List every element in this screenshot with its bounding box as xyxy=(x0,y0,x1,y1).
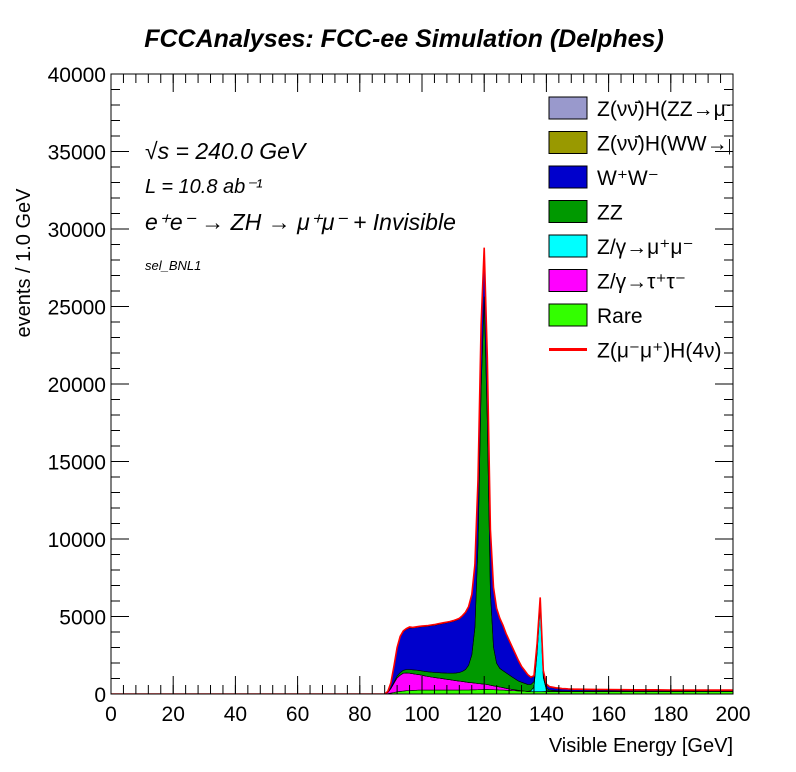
x-tick-label: 100 xyxy=(404,703,439,726)
legend-swatch xyxy=(548,200,588,223)
x-tick-label: 40 xyxy=(224,703,247,726)
x-tick-label: 140 xyxy=(529,703,564,726)
annotation-selection: sel_BNL1 xyxy=(145,258,201,273)
x-tick-label: 0 xyxy=(105,703,117,726)
annotation-process: e⁺e⁻ → ZH → μ⁺μ⁻ + Invisible xyxy=(145,209,456,235)
legend-swatch xyxy=(548,96,588,120)
annotation-sqrt-s: √s = 240.0 GeV xyxy=(145,138,308,164)
x-axis-title: Visible Energy [GeV] xyxy=(549,735,733,757)
legend-swatch xyxy=(548,269,588,292)
x-tick-label: 160 xyxy=(591,703,626,726)
y-tick-label: 5000 xyxy=(59,607,106,630)
y-tick-label: 25000 xyxy=(48,297,106,320)
annotation-luminosity: L = 10.8 ab⁻¹ xyxy=(145,176,263,198)
legend-label: ZZ xyxy=(597,202,623,225)
y-tick-label: 20000 xyxy=(48,374,106,397)
y-tick-label: 15000 xyxy=(48,452,106,475)
legend-swatch xyxy=(548,234,588,258)
legend-swatch xyxy=(548,303,588,327)
y-tick-label: 35000 xyxy=(48,142,106,165)
legend-label: Rare xyxy=(597,305,643,328)
y-tick-label: 10000 xyxy=(48,529,106,552)
legend-label: Z/γ→μ⁺μ⁻ xyxy=(597,236,694,259)
legend-swatch xyxy=(548,131,588,154)
x-tick-label: 120 xyxy=(467,703,502,726)
legend-label: W⁺W⁻ xyxy=(597,167,659,190)
y-tick-label: 30000 xyxy=(48,219,106,242)
y-tick-label: 40000 xyxy=(48,64,106,87)
x-tick-label: 180 xyxy=(653,703,688,726)
chart-title: FCCAnalyses: FCC-ee Simulation (Delphes) xyxy=(144,25,664,53)
legend-label: Z(νν̄)H(ZZ→μ⁺μ⁻νν̄) xyxy=(597,98,788,121)
legend-swatch xyxy=(548,165,588,189)
y-axis-title: events / 1.0 GeV xyxy=(13,188,35,338)
x-tick-label: 20 xyxy=(162,703,185,726)
legend-label: Z(νν̄)H(WW→μ⁺νμ⁻ν̄) xyxy=(597,133,796,156)
x-tick-label: 60 xyxy=(286,703,309,726)
legend-label: Z/γ→τ⁺τ⁻ xyxy=(597,271,686,294)
legend-label: Z(μ⁻μ⁺)H(4ν) xyxy=(597,340,722,363)
y-tick-label: 0 xyxy=(94,684,106,707)
legend: Z(νν̄)H(ZZ→μ⁺μ⁻νν̄) Z(νν̄)H(WW→μ⁺νμ⁻ν̄) W⁺… xyxy=(548,96,796,363)
plot-frame xyxy=(111,74,733,694)
y-axis: 0 5000 10000 15000 20000 25000 30000 35000 40000 xyxy=(48,64,733,707)
x-tick-label: 80 xyxy=(348,703,371,726)
x-tick-label: 200 xyxy=(715,703,750,726)
